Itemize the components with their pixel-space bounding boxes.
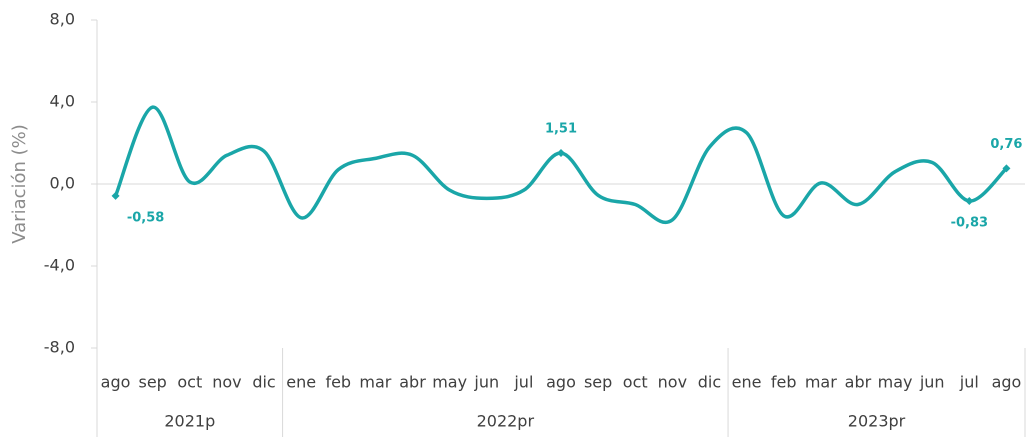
data-label: -0,83 [951, 216, 988, 231]
x-tick-label: mar [805, 373, 837, 392]
x-tick-label: dic [252, 373, 275, 392]
y-axis-label: Variación (%) [9, 124, 30, 244]
marker [1002, 164, 1011, 173]
x-tick-label: may [432, 373, 467, 392]
y-tick-label: -8,0 [44, 338, 75, 357]
data-label: 1,51 [545, 122, 577, 137]
x-tick-label: ene [286, 373, 316, 392]
x-tick-label: nov [658, 373, 687, 392]
x-tick-label: sep [584, 373, 612, 392]
x-tick-label: mar [359, 373, 391, 392]
x-tick-label: ago [101, 373, 131, 392]
x-tick-label: may [878, 373, 913, 392]
marker [111, 191, 120, 200]
x-tick-label: abr [845, 373, 872, 392]
data-label: 0,76 [990, 137, 1022, 152]
x-tick-label: jul [513, 373, 533, 392]
group-label: 2022pr [477, 412, 535, 431]
x-tick-label: feb [771, 373, 797, 392]
x-tick-label: oct [623, 373, 648, 392]
x-tick-label: ago [992, 373, 1022, 392]
data-label: -0,58 [127, 210, 164, 225]
x-tick-label: jul [959, 373, 979, 392]
x-tick-label: nov [212, 373, 241, 392]
group-label: 2023pr [848, 412, 906, 431]
y-tick-label: 8,0 [50, 10, 75, 29]
x-tick-label: abr [399, 373, 426, 392]
x-tick-label: dic [698, 373, 721, 392]
x-tick-label: sep [139, 373, 167, 392]
y-tick-label: -4,0 [44, 256, 75, 275]
marker [965, 197, 974, 206]
x-tick-label: jun [473, 373, 499, 392]
marker [557, 149, 565, 158]
x-tick-label: ene [732, 373, 762, 392]
x-tick-label: jun [919, 373, 945, 392]
y-tick-label: 4,0 [50, 92, 75, 111]
x-tick-label: feb [325, 373, 351, 392]
x-tick-label: ago [546, 373, 576, 392]
x-tick-label: oct [177, 373, 202, 392]
y-tick-label: 0,0 [50, 174, 75, 193]
group-label: 2021p [164, 412, 215, 431]
